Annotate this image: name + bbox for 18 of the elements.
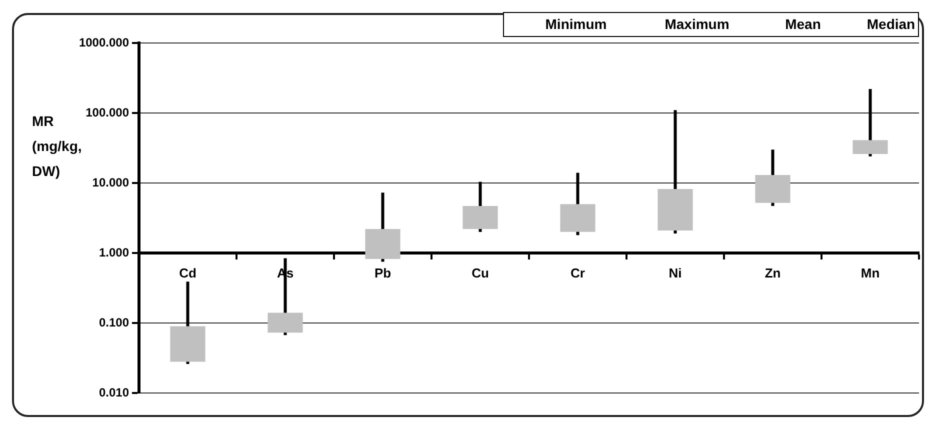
x-tick-label: Cr [570,265,585,280]
x-tick-label: Ni [668,265,682,280]
y-tick-label: 0.010 [98,385,130,400]
text: Median [866,15,916,34]
text: Minimum [545,15,607,34]
x-tick-label: Cu [472,265,489,280]
y-tick-label: 0.100 [98,315,130,330]
y-tick-label: 100.000 [86,105,130,120]
x-tick-label: Pb [374,265,392,280]
x-tick-label: Mn [860,265,880,280]
text: Maximum [664,15,730,34]
x-tick-label: Zn [764,265,781,280]
y-axis-title: MR (mg/kg, DW) [32,113,82,179]
text: Mean [785,15,821,34]
x-tick-label: Cd [179,265,196,280]
y-tick-label: 1000.000 [78,35,130,50]
y-tick-label: 10.000 [92,175,130,190]
y-tick-label: 1.000 [98,245,130,260]
